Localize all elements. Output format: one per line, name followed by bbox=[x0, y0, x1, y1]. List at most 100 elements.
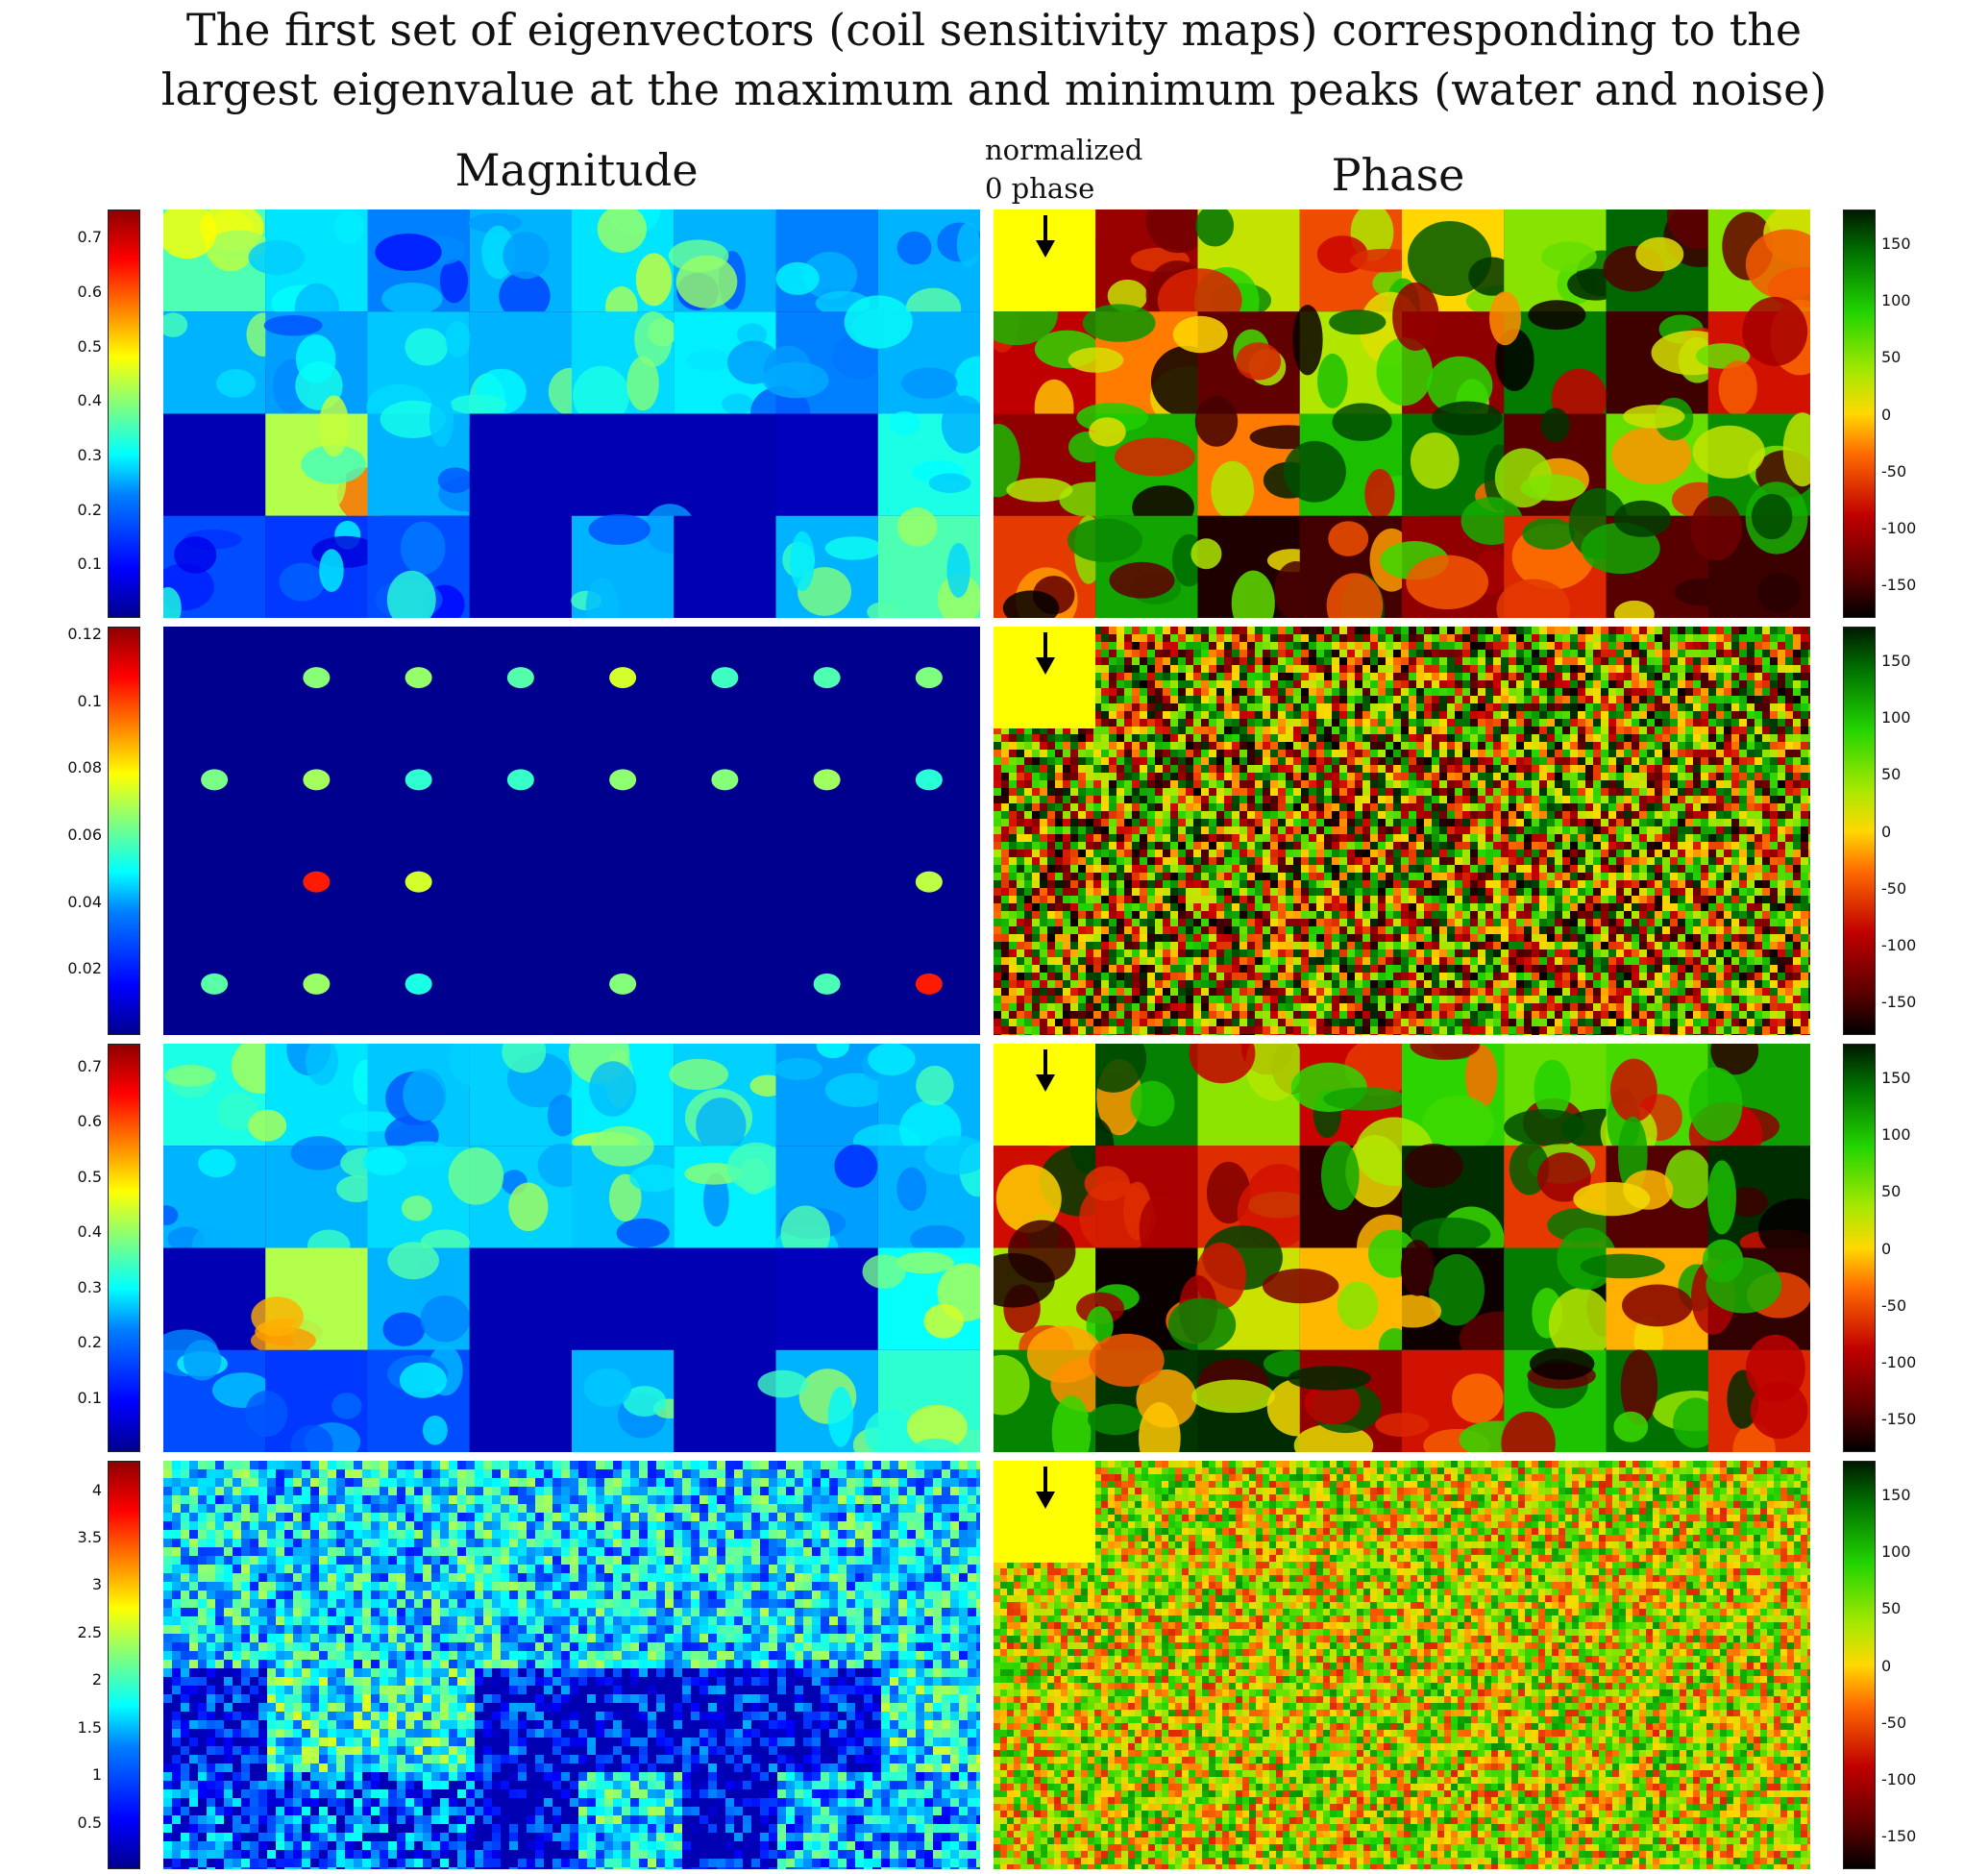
colorbar-tick-label: 0.08 bbox=[67, 758, 102, 777]
coil-magnitude-tile bbox=[449, 1044, 578, 1147]
arrow-down-icon bbox=[1036, 215, 1055, 258]
coil-phase-tile bbox=[1067, 515, 1206, 618]
phase-colorbar bbox=[1843, 627, 1876, 1035]
colorbar-tick-label: 4 bbox=[91, 1480, 102, 1499]
coil-phase-tile bbox=[1380, 497, 1523, 618]
coil-magnitude-tile bbox=[877, 1135, 980, 1254]
colorbar-tick-label: 0.1 bbox=[77, 691, 102, 710]
phantom-spot bbox=[609, 667, 637, 689]
coil-phase-tile bbox=[1402, 401, 1526, 516]
coil-magnitude-tile bbox=[674, 1349, 776, 1452]
coil-magnitude-tile bbox=[163, 311, 282, 414]
coil-magnitude-tile bbox=[750, 311, 885, 440]
coil-magnitude-tile bbox=[674, 1142, 786, 1248]
phantom-spot bbox=[711, 667, 739, 689]
colorbar-tick-label: 0 bbox=[1881, 1239, 1892, 1258]
coil-magnitude-tile bbox=[572, 210, 675, 328]
coil-magnitude-tile bbox=[572, 1349, 686, 1452]
coil-magnitude-tile bbox=[572, 413, 675, 516]
colorbar-tick-label: 150 bbox=[1881, 1069, 1911, 1088]
colorbar-tick-label: 100 bbox=[1881, 291, 1911, 310]
colorbar-tick-label: -50 bbox=[1881, 878, 1907, 898]
coil-phase-tile bbox=[1707, 210, 1810, 312]
zero-phase-reference-tile bbox=[994, 210, 1095, 311]
coil-magnitude-tile bbox=[367, 210, 470, 315]
phantom-spot bbox=[915, 667, 943, 689]
coil-phase-tile bbox=[1076, 403, 1198, 530]
coil-magnitude-tile bbox=[163, 1044, 291, 1147]
colorbar-tick-label: 50 bbox=[1881, 1182, 1902, 1201]
coil-magnitude-tile bbox=[250, 1247, 368, 1355]
phantom-spot bbox=[405, 769, 432, 791]
coil-magnitude-tile bbox=[674, 1247, 776, 1350]
phantom-spot bbox=[609, 973, 637, 995]
colorbar-tick-label: 0.5 bbox=[77, 1812, 102, 1832]
coil-magnitude-tile bbox=[572, 1125, 680, 1248]
coil-phase-tile bbox=[1087, 1333, 1198, 1452]
magnitude-panel bbox=[163, 1461, 980, 1869]
phantom-spot bbox=[609, 769, 637, 791]
coil-phase-tile bbox=[1501, 1347, 1607, 1452]
coil-magnitude-tile bbox=[867, 507, 980, 618]
colorbar-tick-label: 0.12 bbox=[67, 624, 102, 643]
coil-magnitude-tile bbox=[757, 1349, 900, 1452]
coil-magnitude-tile bbox=[674, 515, 776, 618]
phantom-spot bbox=[506, 667, 534, 689]
coil-magnitude-tile bbox=[468, 210, 572, 321]
coil-phase-tile bbox=[1696, 296, 1810, 416]
phantom-spot bbox=[303, 769, 331, 791]
phantom-spot bbox=[405, 973, 432, 995]
colorbar-tick-label: 100 bbox=[1881, 1542, 1911, 1562]
coil-phase-tile bbox=[1488, 291, 1608, 429]
coil-phase-tile bbox=[1690, 481, 1810, 618]
colorbar-tick-label: -100 bbox=[1881, 1769, 1917, 1788]
colorbar-tick-label: 0.6 bbox=[77, 1112, 102, 1131]
coil-magnitude-tile bbox=[877, 210, 980, 330]
coil-magnitude-tile bbox=[469, 1247, 572, 1350]
phantom-spot bbox=[915, 973, 943, 995]
phantom-spot bbox=[813, 973, 841, 995]
coil-magnitude-tile bbox=[668, 210, 776, 312]
colorbar-tick-label: -150 bbox=[1881, 1409, 1917, 1428]
coil-magnitude-tile bbox=[844, 295, 980, 414]
coil-magnitude-tile bbox=[775, 210, 878, 316]
colorbar-tick-label: -100 bbox=[1881, 935, 1917, 954]
coil-magnitude-tile bbox=[571, 504, 696, 618]
arrow-down-icon bbox=[1036, 632, 1055, 675]
magnitude-panel bbox=[163, 1044, 980, 1452]
magnitude-colorbar bbox=[108, 1461, 140, 1869]
colorbar-tick-label: 50 bbox=[1881, 348, 1902, 367]
colorbar-tick-label: 0.7 bbox=[77, 228, 102, 247]
coil-magnitude-tile bbox=[774, 1044, 890, 1147]
zero-phase-reference-tile bbox=[994, 627, 1095, 728]
coil-magnitude-tile bbox=[862, 1247, 980, 1350]
magnitude-colorbar bbox=[108, 210, 140, 618]
coil-magnitude-tile bbox=[877, 395, 980, 516]
colorbar-tick-label: -150 bbox=[1881, 992, 1917, 1011]
phase-panel bbox=[994, 1461, 1810, 1869]
coil-magnitude-tile bbox=[367, 515, 470, 618]
colorbar-tick-label: 150 bbox=[1881, 1486, 1911, 1505]
colorbar-tick-label: 0 bbox=[1881, 405, 1892, 424]
colorbar-tick-label: 2 bbox=[91, 1670, 102, 1689]
coil-phase-tile bbox=[1402, 1144, 1505, 1273]
phase-panel bbox=[994, 1044, 1810, 1452]
colorbar-tick-label: 0.5 bbox=[77, 1167, 102, 1186]
phantom-spot bbox=[915, 871, 943, 893]
arrow-down-icon bbox=[1036, 1467, 1055, 1509]
colorbar-tick-label: 100 bbox=[1881, 708, 1911, 727]
colorbar-tick-label: 1 bbox=[91, 1765, 102, 1785]
colorbar-tick-label: 0.3 bbox=[77, 1277, 102, 1296]
coil-magnitude-tile bbox=[449, 311, 594, 433]
phase-colorbar bbox=[1843, 210, 1876, 618]
coil-magnitude-tile bbox=[469, 413, 572, 516]
coil-phase-tile bbox=[1095, 210, 1212, 330]
colorbar-tick-label: 0.7 bbox=[77, 1056, 102, 1075]
coil-magnitude-tile bbox=[367, 1242, 471, 1350]
colorbar-tick-label: 0.5 bbox=[77, 336, 102, 356]
colorbar-tick-label: -50 bbox=[1881, 1713, 1907, 1732]
coil-phase-tile bbox=[1190, 515, 1318, 618]
magnitude-colorbar bbox=[108, 627, 140, 1035]
phase-panel bbox=[994, 627, 1810, 1035]
title-line-2: largest eigenvalue at the maximum and mi… bbox=[160, 63, 1828, 115]
